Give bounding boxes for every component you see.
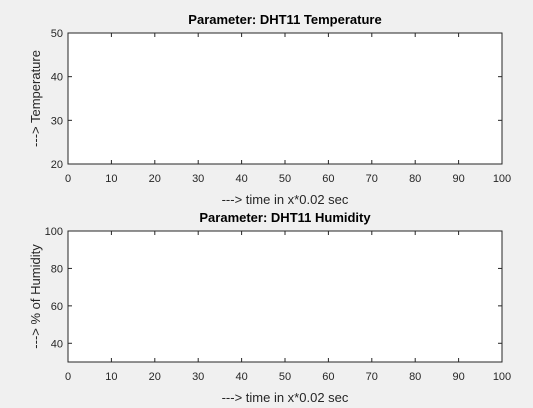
x-tick-label: 10 bbox=[105, 173, 117, 185]
x-tick-label: 30 bbox=[192, 173, 204, 185]
x-tick-label: 100 bbox=[493, 371, 511, 383]
x-tick-label: 90 bbox=[452, 173, 464, 185]
y-tick-label: 40 bbox=[51, 338, 63, 350]
x-tick-label: 80 bbox=[409, 371, 421, 383]
x-tick-label: 90 bbox=[452, 371, 464, 383]
y-tick-label: 20 bbox=[51, 159, 63, 171]
x-tick-label: 80 bbox=[409, 173, 421, 185]
y-tick-label: 40 bbox=[51, 72, 63, 84]
axes-frame bbox=[67, 230, 503, 363]
x-tick-label: 10 bbox=[105, 371, 117, 383]
chart-title: Parameter: DHT11 Temperature bbox=[188, 12, 381, 27]
y-axis-label: ---> Temperature bbox=[28, 50, 43, 147]
x-tick-label: 50 bbox=[279, 173, 291, 185]
x-tick-label: 50 bbox=[279, 371, 291, 383]
x-tick-label: 100 bbox=[493, 173, 511, 185]
x-tick-label: 0 bbox=[65, 371, 71, 383]
x-tick-label: 60 bbox=[322, 173, 334, 185]
y-tick-label: 30 bbox=[51, 115, 63, 127]
chart-title: Parameter: DHT11 Humidity bbox=[199, 210, 371, 225]
y-tick-label: 60 bbox=[51, 301, 63, 313]
y-axis-label: ---> % of Humidity bbox=[28, 244, 43, 349]
y-tick-label: 80 bbox=[51, 263, 63, 275]
x-tick-label: 30 bbox=[192, 371, 204, 383]
x-tick-label: 40 bbox=[235, 173, 247, 185]
y-tick-label: 100 bbox=[45, 226, 63, 238]
x-tick-label: 20 bbox=[149, 173, 161, 185]
x-axis-label: ---> time in x*0.02 sec bbox=[222, 390, 349, 405]
x-tick-label: 20 bbox=[149, 371, 161, 383]
x-tick-label: 40 bbox=[235, 371, 247, 383]
x-tick-label: 70 bbox=[366, 371, 378, 383]
y-tick-label: 50 bbox=[51, 28, 63, 40]
axes-frame bbox=[67, 32, 503, 165]
x-tick-label: 0 bbox=[65, 173, 71, 185]
temperature-chart: 0 10 20 30 40 50 60 70 80 90 100 20 30 40 50 Parameter:… bbox=[28, 12, 511, 207]
x-axis-label: ---> time in x*0.02 sec bbox=[222, 192, 349, 207]
x-tick-label: 70 bbox=[366, 173, 378, 185]
x-tick-label: 60 bbox=[322, 371, 334, 383]
humidity-chart: 0 10 20 30 40 50 60 70 80 90 100 40 60 80 100 Parameter… bbox=[28, 210, 511, 405]
